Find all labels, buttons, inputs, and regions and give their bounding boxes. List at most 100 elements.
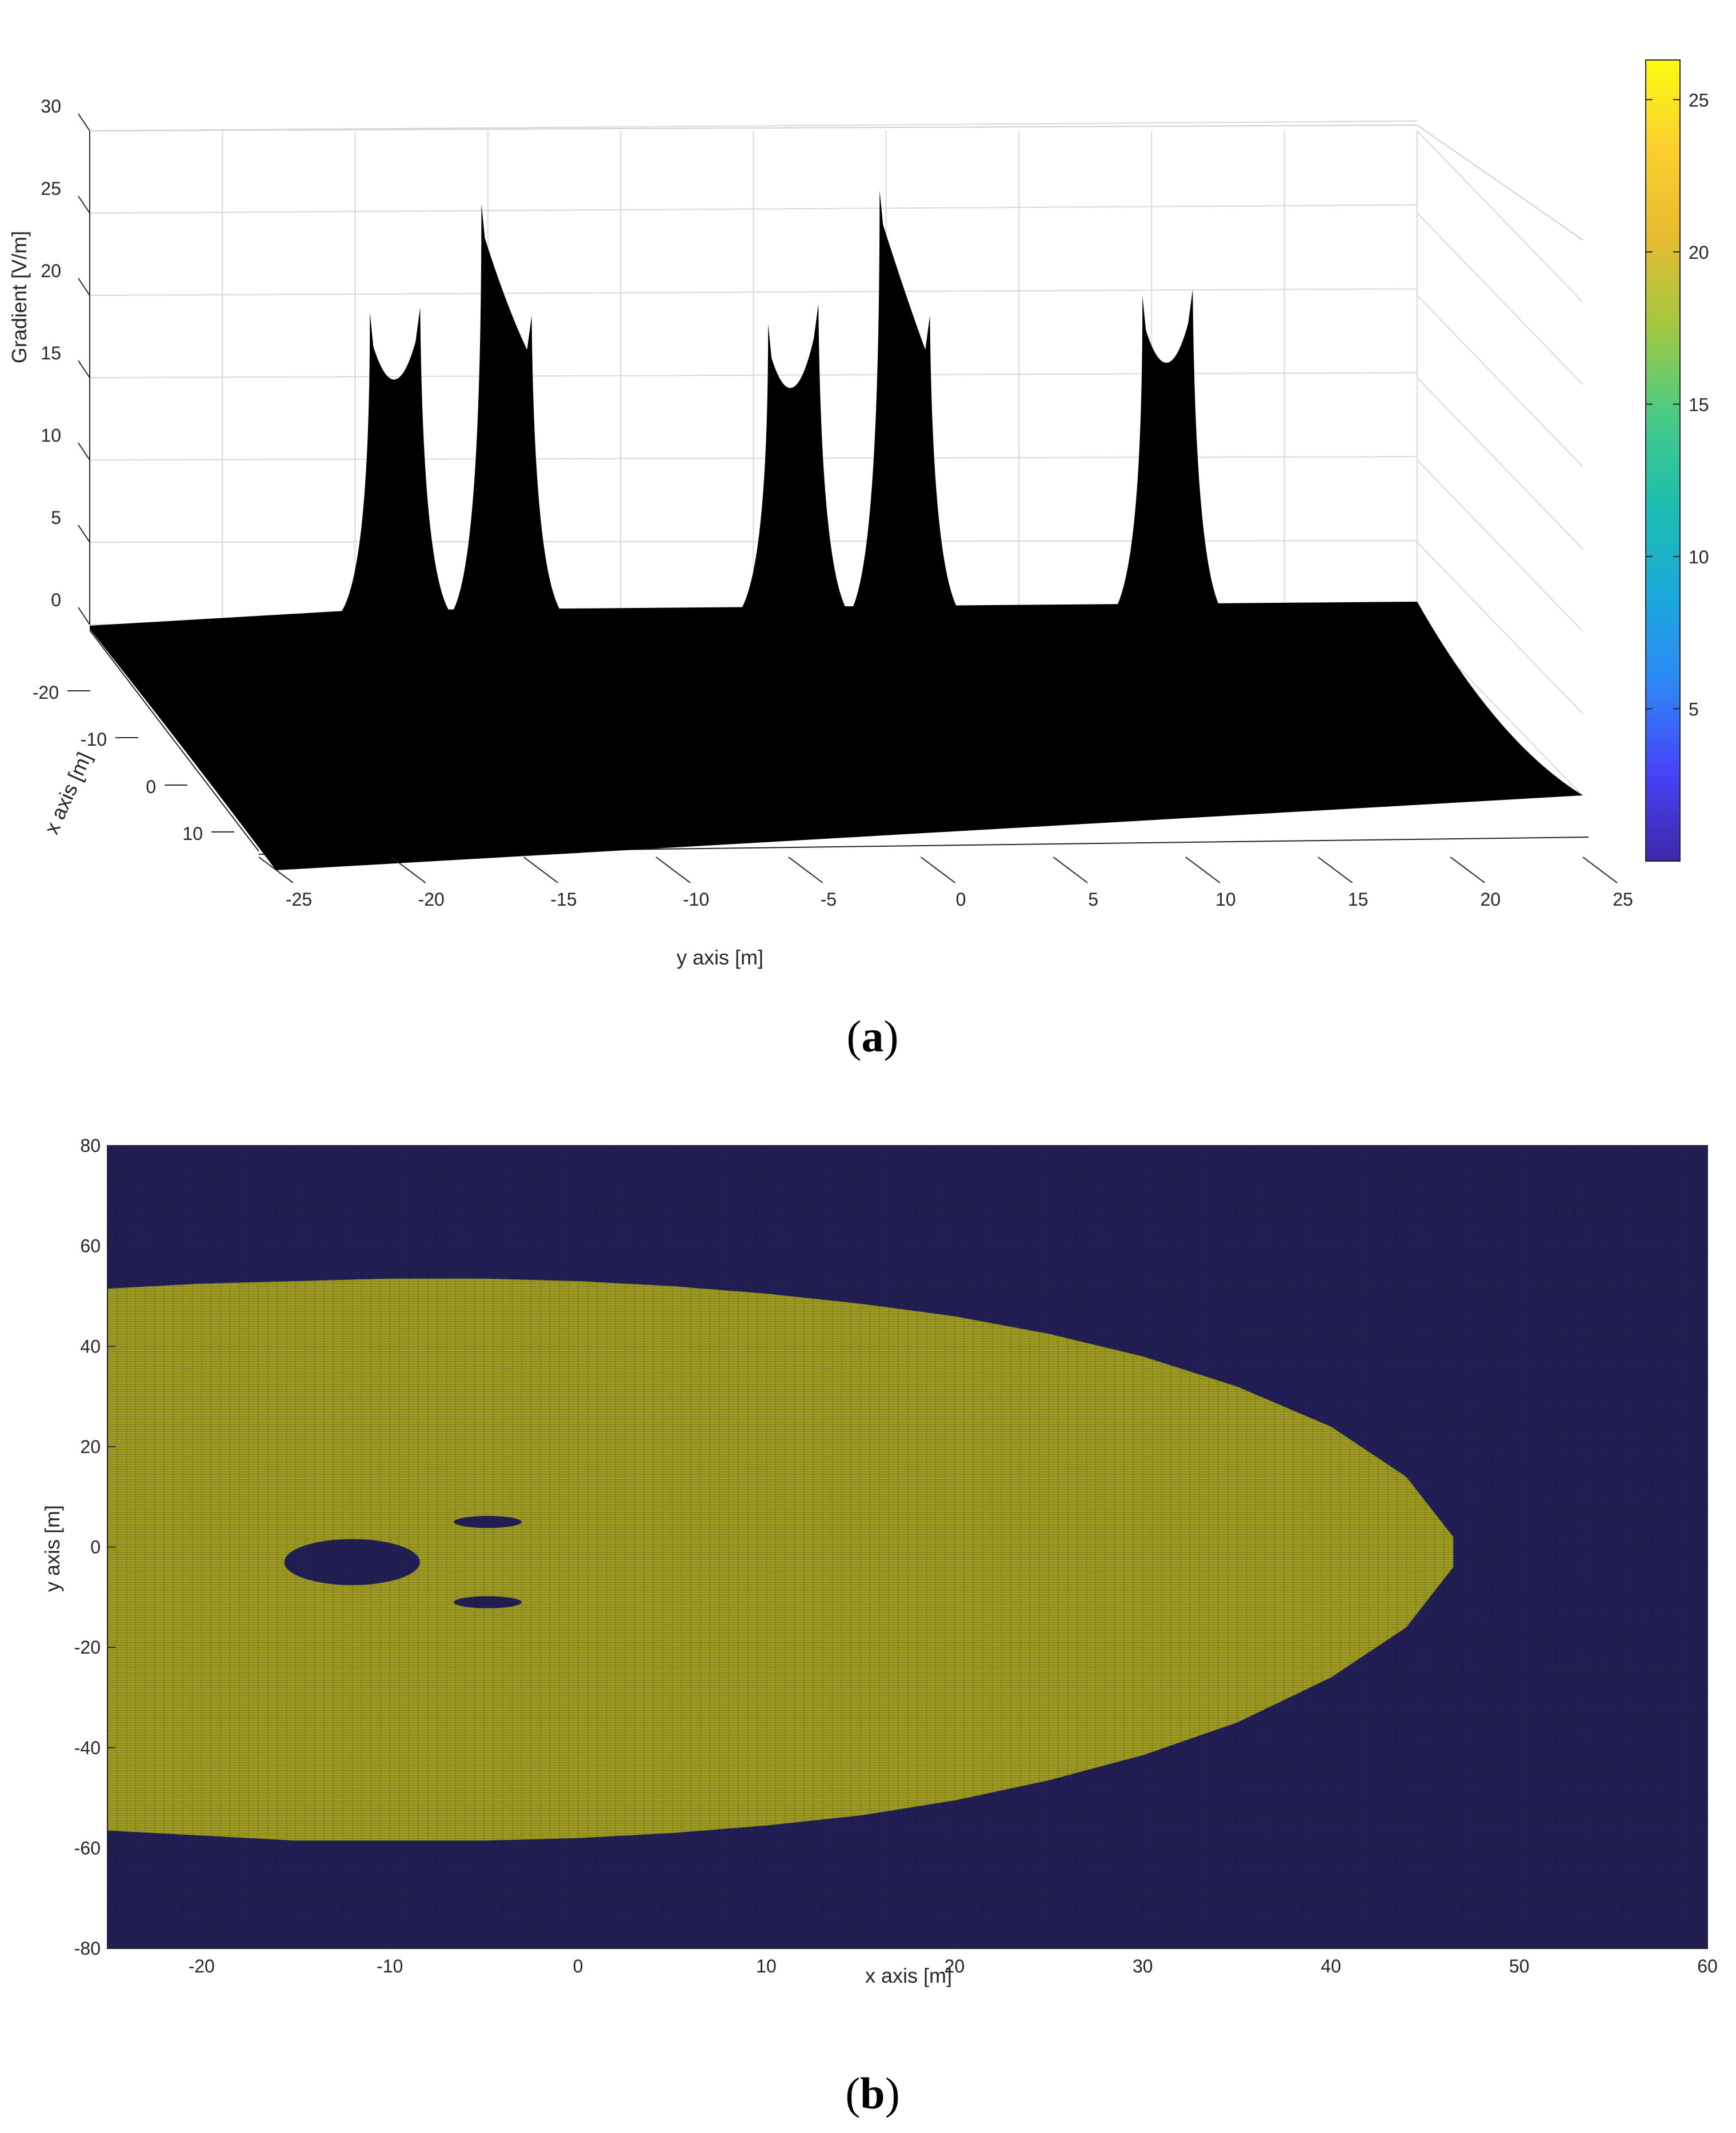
- panel-b-caption-close: ): [885, 2068, 900, 2118]
- y-tick-label: -60: [74, 1838, 101, 1858]
- colorbar-gradient: [1645, 59, 1681, 862]
- z-gridline-side: [1417, 130, 1583, 303]
- surface-peak: [1108, 289, 1227, 619]
- z-gridline-side: [1417, 213, 1583, 385]
- y-tick-label: 5: [1088, 889, 1098, 910]
- z-tick-mark: [78, 278, 90, 296]
- panel-b-caption-open: (: [845, 2068, 860, 2118]
- y-tick-mark: [391, 857, 426, 883]
- y-tick-mark: [1450, 857, 1485, 883]
- y-tick-label: 0: [90, 1537, 101, 1558]
- y-tick-label: 0: [956, 889, 966, 910]
- z-gridline-side: [1417, 459, 1583, 632]
- y-tick-label: 10: [1215, 889, 1236, 910]
- z-tick-mark: [78, 607, 90, 625]
- z-tick-label: 0: [51, 590, 61, 610]
- surface-peak: [335, 307, 455, 619]
- y-tick-mark: [1053, 857, 1088, 883]
- panel-a-caption-close: ): [884, 1011, 899, 1061]
- panel-a-caption: (a): [847, 1011, 899, 1061]
- z-tick-label: 20: [41, 261, 61, 281]
- x-tick-label: -20: [189, 1956, 215, 1976]
- surface-floor: [90, 602, 1583, 871]
- z-tick-mark: [78, 360, 90, 378]
- colorbar-ticks: 5 10 15 20 25: [1646, 90, 1709, 719]
- surface-peak: [845, 190, 965, 619]
- z-tick-mark: [78, 442, 90, 461]
- axis-x-front: [89, 630, 259, 852]
- y-tick-label: -5: [821, 889, 837, 910]
- panel-a-colorbar: 5 10 15 20 25: [1645, 59, 1709, 862]
- colorbar-tick-label: 20: [1689, 242, 1709, 263]
- y-tick-label: -10: [683, 889, 709, 910]
- x-tick-label: 50: [1509, 1956, 1530, 1976]
- y-tick-mark: [1318, 857, 1353, 883]
- y-tick-mark: [1185, 857, 1221, 883]
- y-tick-label: -25: [286, 889, 312, 910]
- z-gridline-side: [1417, 295, 1583, 467]
- z-tick-label: 5: [51, 507, 61, 528]
- y-tick-label: -20: [418, 889, 445, 910]
- x-tick-label: -20: [33, 682, 59, 703]
- panel-a-ticks: 0 5 10 15 20 25 30 -25 -20 -15 -10 -5 0 5 10 15 20 25 -20 -…: [33, 96, 1633, 910]
- x-tick-label: 10: [182, 823, 203, 844]
- x-tick-label: 30: [1133, 1956, 1153, 1976]
- colorbar-tick-label: 15: [1689, 394, 1709, 415]
- colorbar-tick-label: 10: [1689, 547, 1709, 567]
- panel-a-caption-open: (: [847, 1011, 862, 1061]
- z-gridline-side: [1417, 377, 1583, 550]
- y-tick-mark: [1582, 857, 1618, 883]
- x-tick-label: 40: [1321, 1956, 1341, 1976]
- y-tick-mark: [523, 857, 559, 883]
- axis-top-right: [1417, 125, 1583, 241]
- panel-a-caption-letter: a: [862, 1011, 884, 1061]
- panel-a-x-axis-label: x axis [m]: [39, 749, 96, 838]
- z-gridline-side: [1417, 542, 1583, 714]
- y-tick-label: -15: [550, 889, 577, 910]
- y-tick-label: -80: [74, 1938, 101, 1959]
- y-tick-mark: [920, 857, 956, 883]
- panel-a-surface: [90, 190, 1583, 871]
- panel-b-ticks: -20 -10 0 10 20 30 40 50 60 80 60 40 20 0 -20 -40 -60 -80: [74, 1135, 1718, 1976]
- x-tick-label: 20: [945, 1956, 965, 1976]
- axis-top-back: [89, 125, 1418, 131]
- y-tick-label: 20: [80, 1436, 101, 1457]
- y-tick-label: 20: [1481, 889, 1501, 910]
- panel-a-surface-chart: 0 5 10 15 20 25 30 -25 -20 -15 -10 -5 0 5 10 15 20 25 -20 -…: [7, 59, 1709, 1061]
- colorbar-tick-label: 5: [1689, 699, 1699, 719]
- x-tick-label: -10: [377, 1956, 403, 1976]
- panel-b-x-axis-label: x axis [m]: [865, 1964, 952, 1987]
- y-tick-label: -40: [74, 1738, 101, 1758]
- z-tick-label: 30: [41, 96, 61, 117]
- surface-peak: [734, 304, 853, 619]
- x-tick-label: 0: [146, 777, 156, 797]
- z-tick-label: 25: [41, 178, 61, 199]
- panel-b-caption-letter: b: [860, 2068, 885, 2118]
- z-tick-mark: [78, 525, 90, 543]
- surface-peak: [447, 203, 566, 619]
- x-tick-label: 60: [1697, 1956, 1718, 1976]
- y-tick-label: 80: [80, 1135, 101, 1156]
- panel-a-z-axis-label: Gradient [V/m]: [7, 231, 31, 363]
- x-tick-label: -10: [81, 729, 107, 750]
- z-tick-label: 15: [41, 343, 61, 363]
- z-tick-mark: [78, 113, 90, 131]
- y-tick-label: 40: [80, 1336, 101, 1356]
- panel-a-y-axis-label: y axis [m]: [677, 946, 763, 969]
- x-tick-label: 10: [756, 1956, 777, 1976]
- y-tick-label: 15: [1348, 889, 1369, 910]
- panel-b-heatmap-chart: -20 -10 0 10 20 30 40 50 60 80 60 40 20 0 -20 -40 -60 -80…: [41, 1135, 1718, 2118]
- y-tick-label: 25: [1613, 889, 1633, 910]
- x-tick-label: 0: [573, 1956, 583, 1976]
- panel-b-caption: (b): [845, 2068, 899, 2118]
- y-tick-label: -20: [74, 1637, 101, 1658]
- y-tick-mark: [788, 857, 823, 883]
- y-tick-mark: [655, 857, 691, 883]
- z-tick-label: 10: [41, 425, 61, 446]
- heatmap-cell-gridlines: [107, 1146, 1707, 1948]
- y-tick-label: 60: [80, 1236, 101, 1256]
- panel-b-y-axis-label: y axis [m]: [41, 1505, 64, 1592]
- z-tick-mark: [78, 195, 90, 214]
- y-tick-mark: [258, 857, 294, 883]
